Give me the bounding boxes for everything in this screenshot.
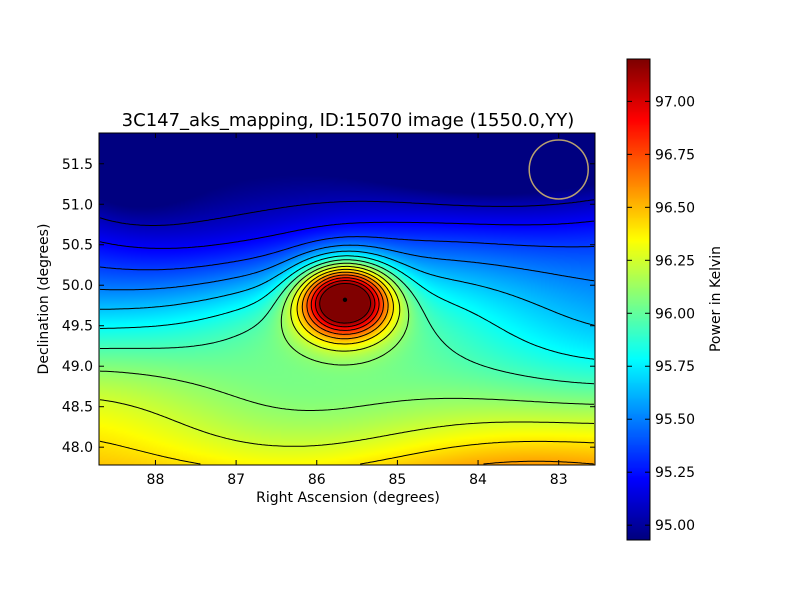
y-axis-ticks: 48.0 48.5 49.0 49.5 50.0 50.5 51.0 51.5 bbox=[62, 157, 595, 456]
colorbar-tick-label: 96.25 bbox=[655, 253, 695, 269]
plot-area: 88 87 86 85 84 83 48.0 48.5 49.0 49.5 50.0 50.5 51.… bbox=[62, 132, 596, 488]
contour-line bbox=[100, 259, 595, 385]
y-tick-label: 48.0 bbox=[62, 440, 93, 456]
colorbar-gradient bbox=[627, 59, 650, 540]
colorbar-tick-label: 96.00 bbox=[655, 306, 695, 322]
x-tick-label: 87 bbox=[227, 472, 245, 488]
x-tick-label: 88 bbox=[147, 472, 165, 488]
y-tick-label: 51.5 bbox=[62, 157, 93, 173]
y-tick-label: 51.0 bbox=[62, 197, 93, 213]
contour-line bbox=[99, 262, 594, 411]
y-tick-label: 49.0 bbox=[62, 359, 93, 375]
y-tick-label: 48.5 bbox=[62, 400, 93, 416]
x-tick-label: 86 bbox=[308, 472, 326, 488]
colorbar-tick-label: 95.50 bbox=[655, 412, 695, 428]
source-peak-marker bbox=[342, 297, 348, 303]
contour-line bbox=[319, 283, 372, 324]
contour-line bbox=[315, 280, 376, 328]
colorbar-frame bbox=[626, 58, 651, 541]
y-axis-label: Declination (degrees) bbox=[36, 224, 52, 375]
contour-line bbox=[100, 250, 595, 326]
contour-line bbox=[99, 236, 594, 271]
y-tick-label: 50.0 bbox=[62, 278, 93, 294]
contour-line bbox=[306, 274, 384, 335]
colorbar-tick-label: 97.00 bbox=[655, 94, 695, 110]
colorbar-label: Power in Kelvin bbox=[708, 246, 724, 352]
x-tick-label: 84 bbox=[469, 472, 487, 488]
colorbar-tick-label: 95.00 bbox=[655, 518, 695, 534]
contour-line bbox=[99, 220, 595, 249]
colorbar-tick-label: 95.75 bbox=[655, 359, 695, 375]
contour-line bbox=[99, 265, 595, 447]
colorbar-tick-label: 96.50 bbox=[655, 200, 695, 216]
beam-circle bbox=[528, 139, 589, 200]
chart-title: 3C147_aks_mapping, ID:15070 image (1550.… bbox=[122, 110, 575, 131]
contour-line bbox=[310, 277, 380, 331]
colorbar: 95.00 95.25 95.50 95.75 96.00 96.25 96.50 96.75… bbox=[626, 58, 724, 541]
contour-lines bbox=[99, 199, 595, 465]
contour-line bbox=[100, 255, 595, 360]
x-axis-label: Right Ascension (degrees) bbox=[256, 490, 440, 506]
colorbar-ticks: 95.00 95.25 95.50 95.75 96.00 96.25 96.50 96.75… bbox=[627, 94, 695, 534]
contour-line bbox=[99, 199, 595, 226]
contour-line bbox=[99, 244, 595, 291]
y-tick-label: 49.5 bbox=[62, 319, 93, 335]
contour-line bbox=[301, 271, 594, 465]
x-tick-label: 85 bbox=[388, 472, 406, 488]
x-axis-ticks: 88 87 86 85 84 83 bbox=[147, 133, 568, 488]
x-tick-label: 83 bbox=[550, 472, 568, 488]
colorbar-tick-label: 96.75 bbox=[655, 147, 695, 163]
contour-line bbox=[99, 268, 595, 465]
plot-frame bbox=[98, 132, 596, 466]
colorbar-tick-label: 95.25 bbox=[655, 465, 695, 481]
y-tick-label: 50.5 bbox=[62, 238, 93, 254]
